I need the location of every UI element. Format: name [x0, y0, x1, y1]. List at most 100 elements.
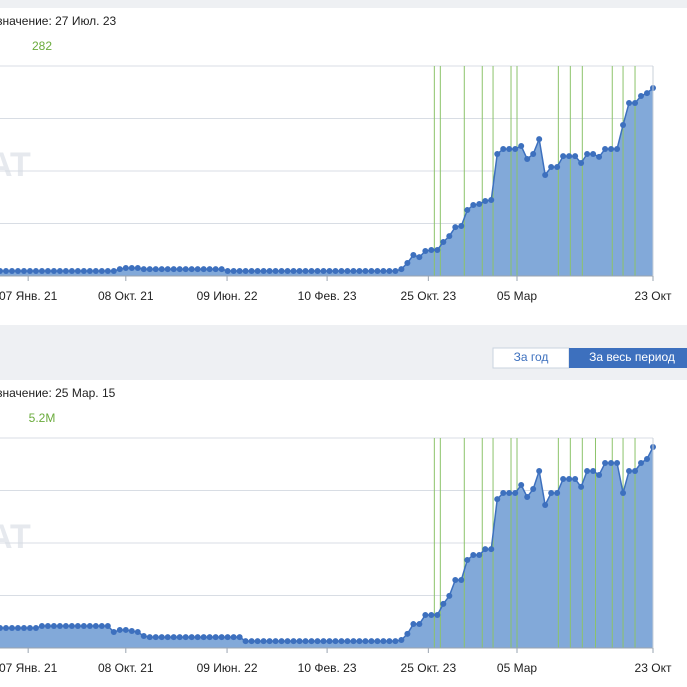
point	[464, 207, 471, 214]
point	[266, 638, 273, 645]
area	[0, 447, 653, 648]
point	[260, 267, 267, 274]
point	[554, 490, 561, 497]
chart: значение: 27 Июл. 23 282 AT 07 Янв. 21 08 Ок…	[0, 14, 672, 303]
point	[482, 198, 489, 205]
period-button-active[interactable]	[569, 348, 687, 368]
point	[44, 622, 51, 629]
point	[416, 621, 423, 628]
point	[590, 467, 597, 474]
point	[506, 490, 513, 497]
point	[74, 267, 81, 274]
point	[524, 156, 531, 163]
point	[392, 267, 399, 274]
point	[146, 266, 153, 273]
point	[476, 200, 483, 207]
point	[26, 267, 33, 274]
point	[338, 638, 345, 645]
point	[290, 267, 297, 274]
point	[164, 634, 171, 641]
point	[140, 266, 147, 273]
x-tick-label: 23 Окт	[635, 661, 672, 675]
point	[452, 576, 459, 583]
point	[326, 638, 333, 645]
point	[602, 459, 609, 466]
point	[344, 638, 351, 645]
point	[308, 267, 315, 274]
point	[608, 459, 615, 466]
x-tick-label: 10 Фев. 23	[298, 289, 357, 303]
point	[494, 150, 501, 157]
point	[392, 638, 399, 645]
point	[500, 145, 507, 152]
period-button-label[interactable]: За год	[514, 350, 549, 364]
point	[512, 490, 519, 497]
point	[356, 638, 363, 645]
point	[272, 267, 279, 274]
point	[464, 557, 471, 564]
point	[176, 634, 183, 641]
value-label: 5.2M	[29, 411, 56, 425]
x-tick-label: 08 Окт. 21	[98, 661, 154, 675]
point	[296, 267, 303, 274]
point	[20, 625, 27, 632]
x-tick-label: 08 Окт. 21	[98, 289, 154, 303]
point	[230, 267, 237, 274]
point	[512, 145, 519, 152]
point	[0, 625, 3, 632]
point	[368, 267, 375, 274]
point	[458, 223, 465, 230]
point	[584, 150, 591, 157]
point	[410, 252, 417, 258]
point	[644, 90, 651, 97]
point	[596, 153, 603, 160]
point	[560, 475, 567, 482]
point	[428, 246, 435, 253]
point	[92, 267, 99, 274]
point	[20, 267, 27, 274]
point	[374, 267, 381, 274]
point	[38, 622, 45, 629]
point	[134, 629, 141, 636]
point	[146, 634, 153, 641]
x-tick-label: 09 Июн. 22	[197, 661, 258, 675]
point	[314, 267, 321, 274]
point	[170, 634, 177, 641]
point	[302, 267, 309, 274]
point	[0, 267, 3, 274]
point	[530, 150, 537, 157]
point	[620, 490, 627, 497]
x-tick-label: 07 Янв. 21	[0, 289, 58, 303]
point	[596, 471, 603, 478]
point	[632, 467, 639, 474]
point	[422, 248, 429, 255]
point	[188, 634, 195, 641]
point	[572, 153, 579, 160]
point	[290, 638, 297, 645]
point	[104, 267, 111, 274]
chart-title: значение: 25 Мар. 15	[0, 386, 116, 400]
point	[380, 267, 387, 274]
point	[530, 486, 537, 493]
point	[446, 592, 453, 599]
point	[386, 267, 393, 274]
point	[332, 267, 339, 274]
period-button-label[interactable]: За весь период	[589, 350, 675, 364]
point	[86, 267, 93, 274]
point	[494, 496, 501, 503]
point	[254, 267, 261, 274]
point	[404, 259, 411, 266]
point	[272, 638, 279, 645]
point	[50, 622, 57, 629]
point	[428, 612, 435, 619]
point	[422, 612, 429, 619]
point	[242, 638, 249, 645]
point	[116, 266, 123, 273]
point	[152, 266, 159, 273]
point	[404, 630, 411, 637]
point	[224, 267, 231, 274]
point	[500, 490, 507, 497]
point	[410, 621, 417, 628]
point	[152, 634, 159, 641]
point	[566, 475, 573, 482]
